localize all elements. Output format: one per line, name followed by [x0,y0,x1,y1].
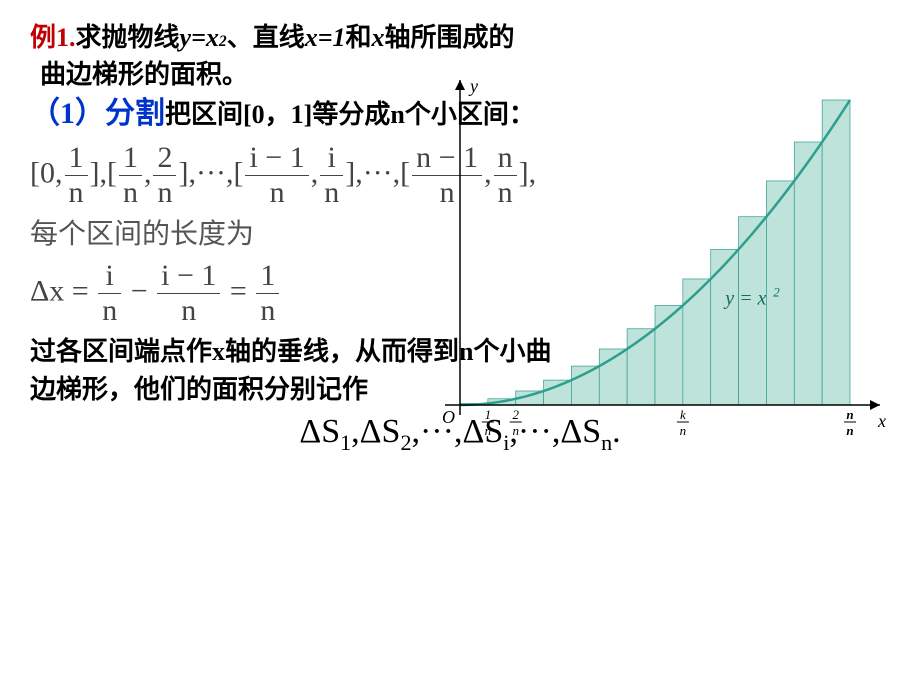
svg-text:k: k [680,407,686,422]
svg-text:n: n [680,423,687,438]
riemann-chart: yxOy = x21n2nknnn [420,70,890,440]
svg-text:n: n [512,423,519,438]
svg-text:O: O [442,407,455,427]
svg-text:2: 2 [773,284,780,299]
svg-text:y = x: y = x [723,287,766,309]
title-line-1: 例1. 求抛物线 y=x2 、直线 x=1 和 x 轴所围成的 [30,20,890,55]
step-label: （1）分割 [30,94,165,135]
svg-text:x: x [877,411,886,431]
svg-text:1: 1 [485,407,492,422]
svg-text:n: n [846,423,853,438]
svg-text:2: 2 [512,407,519,422]
svg-text:n: n [485,423,492,438]
svg-text:n: n [846,407,853,422]
svg-text:y: y [468,76,478,96]
example-label: 例1. [30,20,76,55]
